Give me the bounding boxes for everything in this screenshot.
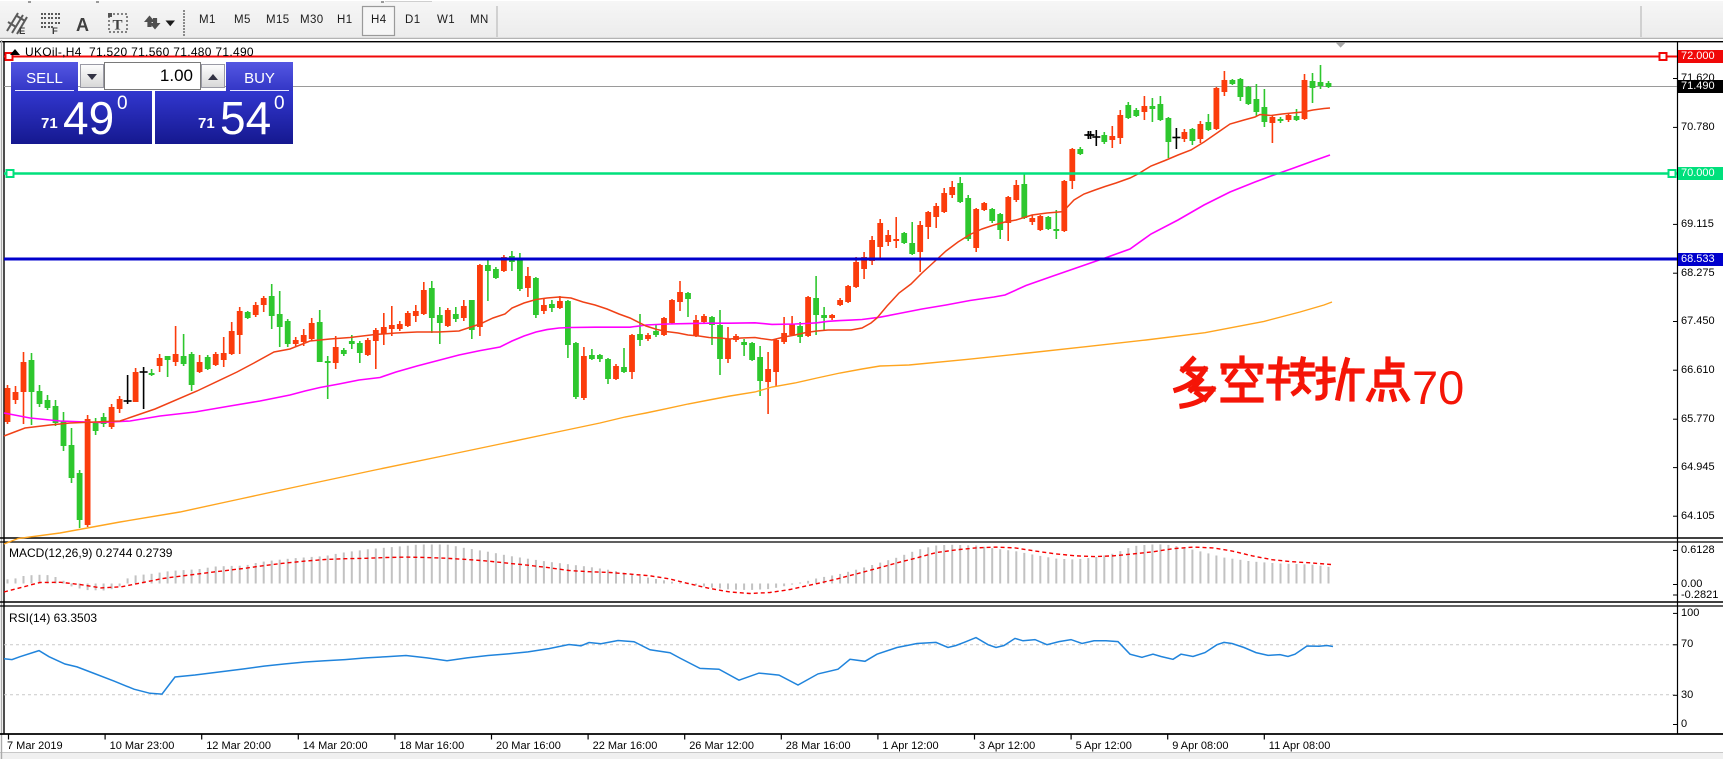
svg-text:T: T (113, 18, 123, 34)
svg-text:F: F (52, 26, 58, 37)
svg-text:70: 70 (1412, 361, 1464, 414)
svg-text:A: A (76, 15, 89, 35)
svg-text:E: E (19, 26, 25, 37)
